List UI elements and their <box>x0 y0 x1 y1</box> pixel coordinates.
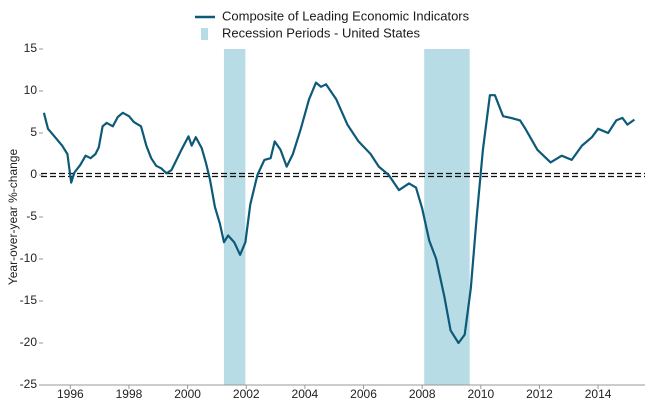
legend-label: Recession Periods - United States <box>222 25 420 40</box>
x-tick-label: 2008 <box>409 387 436 401</box>
legend-label: Composite of Leading Economic Indicators <box>222 8 470 23</box>
y-tick-label: 15 <box>24 41 38 55</box>
data-line <box>42 81 636 345</box>
x-tick-label: 2010 <box>467 387 494 401</box>
y-tick-label: -10 <box>20 251 38 265</box>
y-axis-label: Year-over-year %-change <box>6 149 20 286</box>
y-tick-label: -20 <box>20 335 38 349</box>
legend-swatch <box>201 28 208 40</box>
x-tick-label: 1998 <box>116 387 143 401</box>
x-tick-label: 2004 <box>292 387 319 401</box>
y-tick-label: 10 <box>24 83 38 97</box>
y-tick-label: 0 <box>30 167 37 181</box>
x-tick-label: 2006 <box>350 387 377 401</box>
x-tick-label: 2014 <box>585 387 612 401</box>
recession-band <box>223 49 246 385</box>
x-tick-label: 2002 <box>233 387 260 401</box>
x-tick-label: 2012 <box>526 387 553 401</box>
y-tick-label: -15 <box>20 293 38 307</box>
x-tick-label: 1996 <box>57 387 84 401</box>
y-tick-label: -5 <box>26 209 37 223</box>
recession-band <box>424 49 470 385</box>
legend: Composite of Leading Economic Indicators… <box>195 8 470 40</box>
y-tick-label: -25 <box>20 377 38 391</box>
y-tick-label: 5 <box>30 125 37 139</box>
x-tick-label: 2000 <box>174 387 201 401</box>
